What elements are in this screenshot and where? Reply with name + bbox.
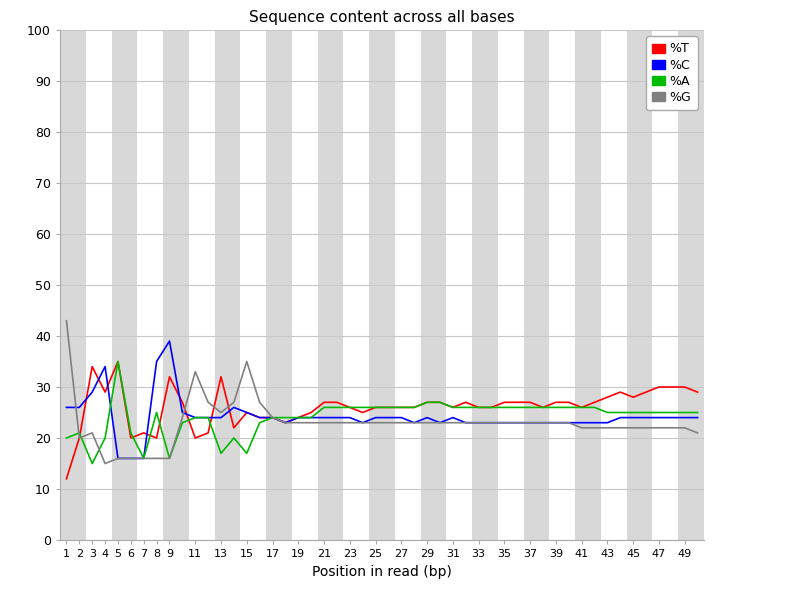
Bar — [446, 30, 472, 540]
Bar — [266, 30, 292, 540]
Bar — [138, 30, 163, 540]
Bar — [343, 30, 369, 540]
Bar — [60, 30, 86, 540]
Bar — [111, 30, 138, 540]
Bar — [395, 30, 421, 540]
Bar — [214, 30, 240, 540]
Bar — [421, 30, 446, 540]
Title: Sequence content across all bases: Sequence content across all bases — [249, 10, 515, 25]
Bar — [498, 30, 524, 540]
Bar — [626, 30, 653, 540]
Bar — [550, 30, 575, 540]
Bar — [189, 30, 214, 540]
X-axis label: Position in read (bp): Position in read (bp) — [312, 565, 452, 578]
Bar — [240, 30, 266, 540]
Bar — [163, 30, 189, 540]
Bar — [653, 30, 678, 540]
Bar — [86, 30, 111, 540]
Bar — [472, 30, 498, 540]
Bar — [678, 30, 704, 540]
Bar — [524, 30, 550, 540]
Bar — [575, 30, 601, 540]
Bar — [292, 30, 318, 540]
Legend: %T, %C, %A, %G: %T, %C, %A, %G — [646, 36, 698, 110]
Bar — [318, 30, 343, 540]
Bar — [601, 30, 626, 540]
Bar — [369, 30, 395, 540]
